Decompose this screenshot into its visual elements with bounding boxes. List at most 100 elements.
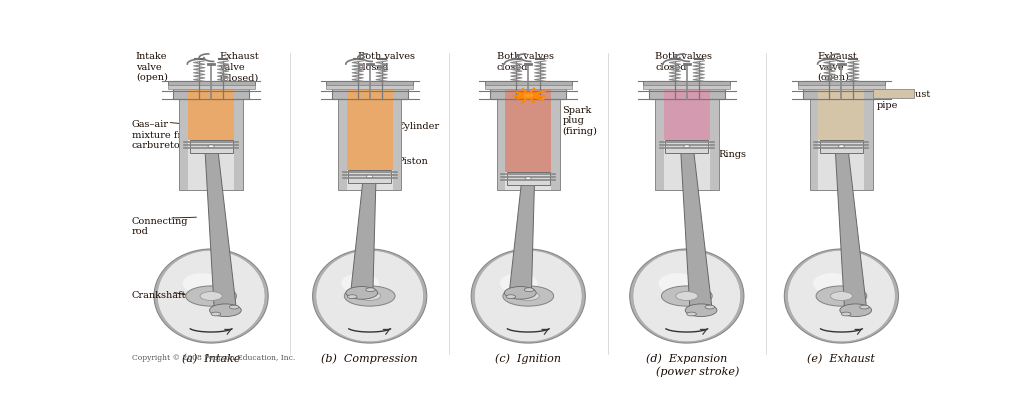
Circle shape	[838, 146, 845, 148]
Text: Rings: Rings	[718, 150, 747, 159]
Bar	[188, 82, 234, 99]
Circle shape	[210, 304, 241, 317]
Circle shape	[346, 287, 377, 299]
Bar	[506, 173, 549, 185]
Text: (d)  Expansion
      (power stroke): (d) Expansion (power stroke)	[634, 353, 739, 376]
Bar	[664, 82, 710, 99]
Ellipse shape	[813, 274, 851, 294]
Bar	[803, 82, 880, 99]
Text: To exhaust
pipe: To exhaust pipe	[877, 90, 930, 109]
Ellipse shape	[158, 251, 265, 342]
Circle shape	[211, 312, 221, 316]
Bar	[331, 82, 408, 99]
Text: Both valves
closed: Both valves closed	[655, 52, 712, 72]
Bar	[664, 99, 710, 191]
Bar	[338, 99, 401, 191]
Text: Spark
plug
(firing): Spark plug (firing)	[563, 106, 597, 136]
Bar	[490, 82, 567, 99]
Circle shape	[366, 288, 375, 292]
Bar	[643, 82, 730, 86]
Bar	[188, 99, 234, 141]
Bar	[505, 99, 551, 191]
Circle shape	[685, 304, 717, 317]
Text: (e)  Exhaust: (e) Exhaust	[807, 353, 876, 363]
Ellipse shape	[788, 251, 895, 342]
Bar	[347, 82, 393, 99]
Bar	[820, 141, 862, 153]
Text: Crankshaft: Crankshaft	[132, 290, 186, 299]
Bar	[818, 82, 864, 99]
Bar	[665, 141, 708, 153]
Bar	[643, 86, 730, 90]
Bar	[168, 86, 255, 90]
Circle shape	[816, 286, 866, 306]
Bar	[810, 99, 874, 191]
Text: (c)  Ignition: (c) Ignition	[495, 353, 562, 364]
Circle shape	[683, 146, 690, 148]
Circle shape	[686, 312, 697, 316]
Text: (a)  Intake: (a) Intake	[182, 353, 240, 363]
Circle shape	[345, 286, 395, 306]
Text: Both valves
closed: Both valves closed	[358, 52, 414, 72]
Circle shape	[676, 292, 698, 301]
Bar	[326, 86, 413, 90]
Ellipse shape	[472, 249, 585, 343]
Polygon shape	[835, 147, 866, 310]
Ellipse shape	[316, 251, 424, 342]
Bar	[173, 82, 250, 99]
Text: Both valves
closed: Both valves closed	[496, 52, 553, 72]
Ellipse shape	[518, 93, 539, 100]
Ellipse shape	[475, 251, 582, 342]
Bar	[496, 99, 560, 191]
Bar	[655, 99, 718, 191]
Circle shape	[859, 306, 870, 309]
Circle shape	[208, 146, 214, 148]
Circle shape	[503, 286, 553, 306]
Bar	[326, 82, 413, 86]
Bar	[189, 141, 232, 153]
Circle shape	[504, 287, 536, 299]
Bar	[818, 99, 864, 141]
Polygon shape	[351, 177, 376, 293]
Circle shape	[359, 292, 381, 301]
Ellipse shape	[183, 274, 221, 294]
Bar	[347, 99, 393, 191]
Ellipse shape	[154, 249, 268, 343]
Circle shape	[662, 286, 712, 306]
Text: Gas–air
mixture from
carburetor: Gas–air mixture from carburetor	[132, 120, 197, 150]
Bar	[874, 90, 915, 99]
Circle shape	[841, 312, 851, 316]
Text: Connecting
rod: Connecting rod	[132, 216, 188, 235]
Ellipse shape	[500, 274, 538, 294]
Circle shape	[348, 295, 357, 299]
Ellipse shape	[633, 251, 741, 342]
Text: (b)  Compression: (b) Compression	[321, 353, 418, 364]
Bar	[664, 99, 710, 141]
Bar	[818, 99, 864, 191]
Text: Cylinder: Cylinder	[398, 121, 440, 130]
Ellipse shape	[313, 249, 427, 343]
Text: Exhaust
valve
(closed): Exhaust valve (closed)	[219, 52, 259, 82]
Ellipse shape	[785, 249, 898, 343]
Bar	[348, 171, 391, 183]
Polygon shape	[205, 147, 236, 310]
Bar	[179, 99, 242, 191]
Circle shape	[229, 306, 239, 309]
Circle shape	[506, 295, 516, 299]
Circle shape	[525, 178, 531, 180]
Text: Piston: Piston	[398, 156, 429, 165]
Bar	[505, 99, 551, 173]
Bar	[168, 82, 255, 86]
Bar	[485, 82, 572, 86]
Circle shape	[831, 292, 852, 301]
Ellipse shape	[659, 274, 697, 294]
Circle shape	[186, 286, 236, 306]
Circle shape	[525, 288, 534, 292]
Circle shape	[518, 292, 539, 301]
Text: Exhaust
valve
(open): Exhaust valve (open)	[817, 52, 857, 82]
Circle shape	[366, 176, 372, 178]
Circle shape	[840, 304, 872, 317]
Bar	[505, 82, 551, 99]
Bar	[485, 86, 572, 90]
Text: Copyright © 2008 Pearson Education, Inc.: Copyright © 2008 Pearson Education, Inc.	[132, 353, 295, 362]
